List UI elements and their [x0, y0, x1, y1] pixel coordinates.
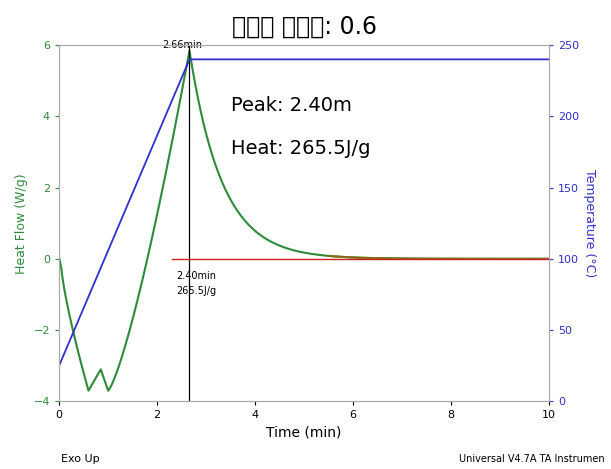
- Text: Heat: 265.5J/g: Heat: 265.5J/g: [230, 139, 370, 158]
- Text: Universal V4.7A TA Instrumen: Universal V4.7A TA Instrumen: [459, 454, 605, 464]
- Text: 2.40min: 2.40min: [177, 272, 217, 281]
- Y-axis label: Heat Flow (W/g): Heat Flow (W/g): [15, 173, 28, 273]
- Text: Peak: 2.40m: Peak: 2.40m: [230, 96, 351, 115]
- Text: Exo Up: Exo Up: [61, 454, 100, 464]
- Text: 2.66min: 2.66min: [163, 40, 202, 50]
- Text: 265.5J/g: 265.5J/g: [177, 286, 217, 295]
- X-axis label: Time (min): Time (min): [266, 426, 342, 440]
- Y-axis label: Temperature (°C): Temperature (°C): [583, 169, 596, 277]
- Title: 경화제 당량비: 0.6: 경화제 당량비: 0.6: [232, 15, 376, 39]
